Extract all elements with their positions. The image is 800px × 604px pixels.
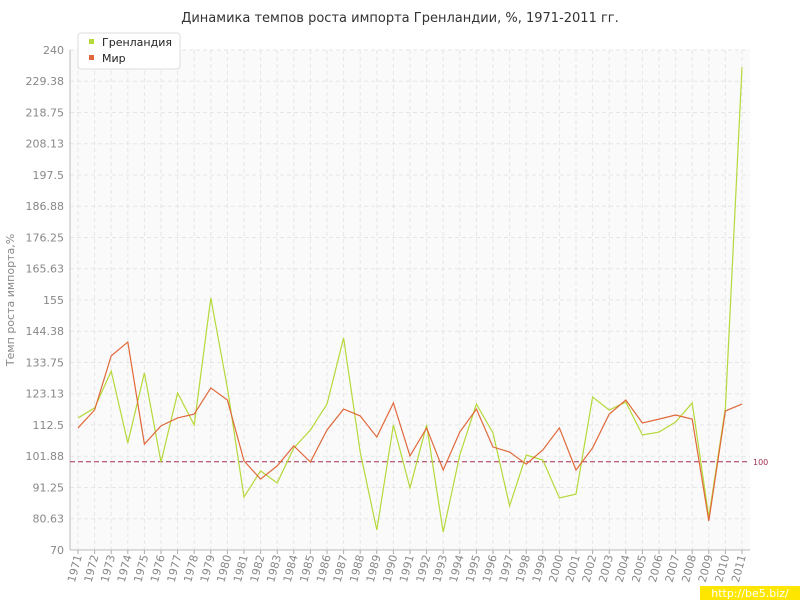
y-tick-label: 240	[43, 44, 64, 57]
legend-label: Гренландия	[102, 36, 172, 49]
x-tick-label: 2011	[729, 553, 749, 583]
legend-swatch	[89, 55, 94, 60]
y-tick-label: 197.5	[33, 169, 65, 182]
y-tick-label: 208.13	[26, 138, 65, 151]
y-tick-label: 218.75	[26, 107, 65, 120]
watermark-bg	[700, 586, 800, 600]
legend-label: Мир	[102, 52, 126, 65]
y-tick-label: 91.25	[33, 482, 65, 495]
y-tick-label: 112.5	[33, 419, 65, 432]
y-tick-label: 176.25	[26, 232, 65, 245]
y-tick-label: 133.75	[26, 357, 65, 370]
y-tick-label: 186.88	[26, 200, 65, 213]
y-tick-label: 80.63	[33, 513, 65, 526]
y-tick-label: 229.38	[26, 75, 65, 88]
y-axis-label: Темп роста импорта,%	[4, 234, 17, 367]
chart-title: Динамика темпов роста импорта Гренландии…	[181, 11, 619, 26]
y-tick-label: 165.63	[26, 263, 65, 276]
y-tick-label: 155	[43, 294, 64, 307]
series-line	[77, 67, 743, 533]
y-tick-label: 144.38	[26, 325, 65, 338]
legend-swatch	[89, 39, 94, 44]
watermark: http://be5.biz/	[711, 587, 789, 600]
y-tick-label: 123.13	[26, 388, 65, 401]
series-line	[77, 340, 743, 521]
y-tick-label: 70	[50, 544, 64, 557]
y-tick-label: 101.88	[26, 450, 65, 463]
legend-box	[77, 32, 181, 70]
reference-label: 100	[753, 458, 768, 467]
